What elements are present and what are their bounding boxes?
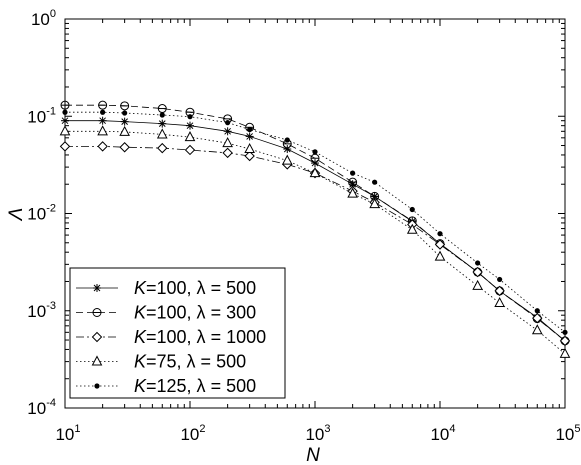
legend-label: K=100, λ = 500 bbox=[134, 278, 256, 298]
data-point bbox=[100, 109, 106, 115]
data-point bbox=[98, 116, 107, 125]
data-point bbox=[60, 100, 70, 110]
x-tick-label: 104 bbox=[430, 423, 455, 444]
legend-box bbox=[69, 267, 286, 399]
data-point bbox=[223, 127, 232, 136]
data-point bbox=[494, 285, 505, 297]
data-point bbox=[409, 206, 415, 213]
data-point bbox=[244, 150, 255, 162]
data-point bbox=[157, 142, 168, 154]
y-tick-label: 10-3 bbox=[27, 300, 56, 321]
data-point bbox=[97, 125, 108, 136]
x-tick-label: 102 bbox=[180, 423, 205, 444]
legend-marker bbox=[94, 383, 100, 389]
data-point bbox=[120, 117, 129, 126]
y-axis-label: Λ bbox=[6, 208, 27, 222]
data-point bbox=[372, 179, 378, 185]
data-point bbox=[245, 132, 254, 141]
data-point bbox=[472, 279, 483, 290]
data-point bbox=[186, 121, 194, 130]
y-tick-label: 100 bbox=[31, 8, 56, 29]
data-point bbox=[120, 101, 130, 111]
data-point bbox=[531, 324, 543, 335]
data-point bbox=[437, 231, 443, 237]
data-point bbox=[184, 131, 196, 142]
data-point bbox=[159, 112, 165, 118]
data-point bbox=[187, 114, 193, 120]
legend: K=100, λ = 500 K=100, λ = 300 K=100, λ = 1… bbox=[69, 267, 286, 399]
x-tick-label: 105 bbox=[555, 423, 580, 444]
x-tick-label: 103 bbox=[305, 423, 330, 444]
tick-labels: 101 102 103 104 105 100 10-1 10-2 10-3 10-4 bbox=[27, 8, 580, 444]
series-layer bbox=[59, 100, 571, 358]
legend-label: K=100, λ = 1000 bbox=[134, 327, 266, 347]
legend-label: K=100, λ = 300 bbox=[134, 303, 256, 323]
series-5 bbox=[62, 109, 568, 335]
data-point bbox=[475, 260, 481, 266]
data-point bbox=[98, 100, 108, 110]
data-point bbox=[158, 119, 167, 128]
data-point bbox=[184, 144, 196, 156]
data-point bbox=[62, 109, 68, 115]
data-point bbox=[347, 187, 358, 198]
data-point bbox=[122, 110, 128, 116]
tick-marks bbox=[64, 19, 566, 409]
data-point bbox=[59, 125, 71, 136]
data-point bbox=[244, 142, 255, 154]
data-point bbox=[434, 250, 446, 261]
x-axis-label: N bbox=[306, 445, 320, 465]
y-tick-label: 10-1 bbox=[27, 105, 56, 126]
data-point bbox=[247, 126, 253, 133]
data-point bbox=[350, 170, 356, 176]
y-tick-label: 10-2 bbox=[27, 203, 56, 224]
legend-label: K=75, λ = 500 bbox=[134, 352, 246, 372]
y-tick-label: 10-4 bbox=[27, 397, 56, 418]
legend-marker bbox=[92, 308, 102, 317]
data-point bbox=[369, 198, 380, 209]
data-point bbox=[312, 149, 318, 155]
data-point bbox=[61, 116, 69, 125]
data-point bbox=[472, 266, 483, 278]
data-point bbox=[119, 125, 130, 136]
legend-marker bbox=[91, 331, 103, 343]
legend-marker bbox=[93, 284, 101, 292]
data-point bbox=[559, 335, 571, 347]
data-point bbox=[497, 276, 503, 283]
data-point bbox=[156, 128, 168, 139]
series-line bbox=[65, 130, 566, 355]
data-point bbox=[59, 141, 71, 152]
data-point bbox=[309, 167, 321, 178]
data-point bbox=[406, 223, 418, 234]
data-point bbox=[534, 308, 540, 314]
legend-marker bbox=[91, 355, 103, 366]
data-point bbox=[562, 329, 568, 335]
data-point bbox=[532, 312, 543, 324]
data-point bbox=[222, 136, 233, 148]
series-4 bbox=[59, 125, 571, 358]
data-point bbox=[434, 239, 446, 250]
data-point bbox=[284, 137, 290, 143]
data-point bbox=[311, 159, 319, 168]
data-point bbox=[559, 347, 571, 358]
data-point bbox=[222, 147, 233, 159]
data-point bbox=[97, 141, 108, 152]
series-line bbox=[65, 111, 566, 333]
data-point bbox=[494, 296, 505, 308]
data-point bbox=[225, 120, 231, 126]
data-point bbox=[281, 154, 293, 165]
legend-label: K=125, λ = 500 bbox=[134, 376, 256, 396]
data-point bbox=[119, 142, 130, 153]
x-tick-label: 101 bbox=[55, 423, 80, 444]
